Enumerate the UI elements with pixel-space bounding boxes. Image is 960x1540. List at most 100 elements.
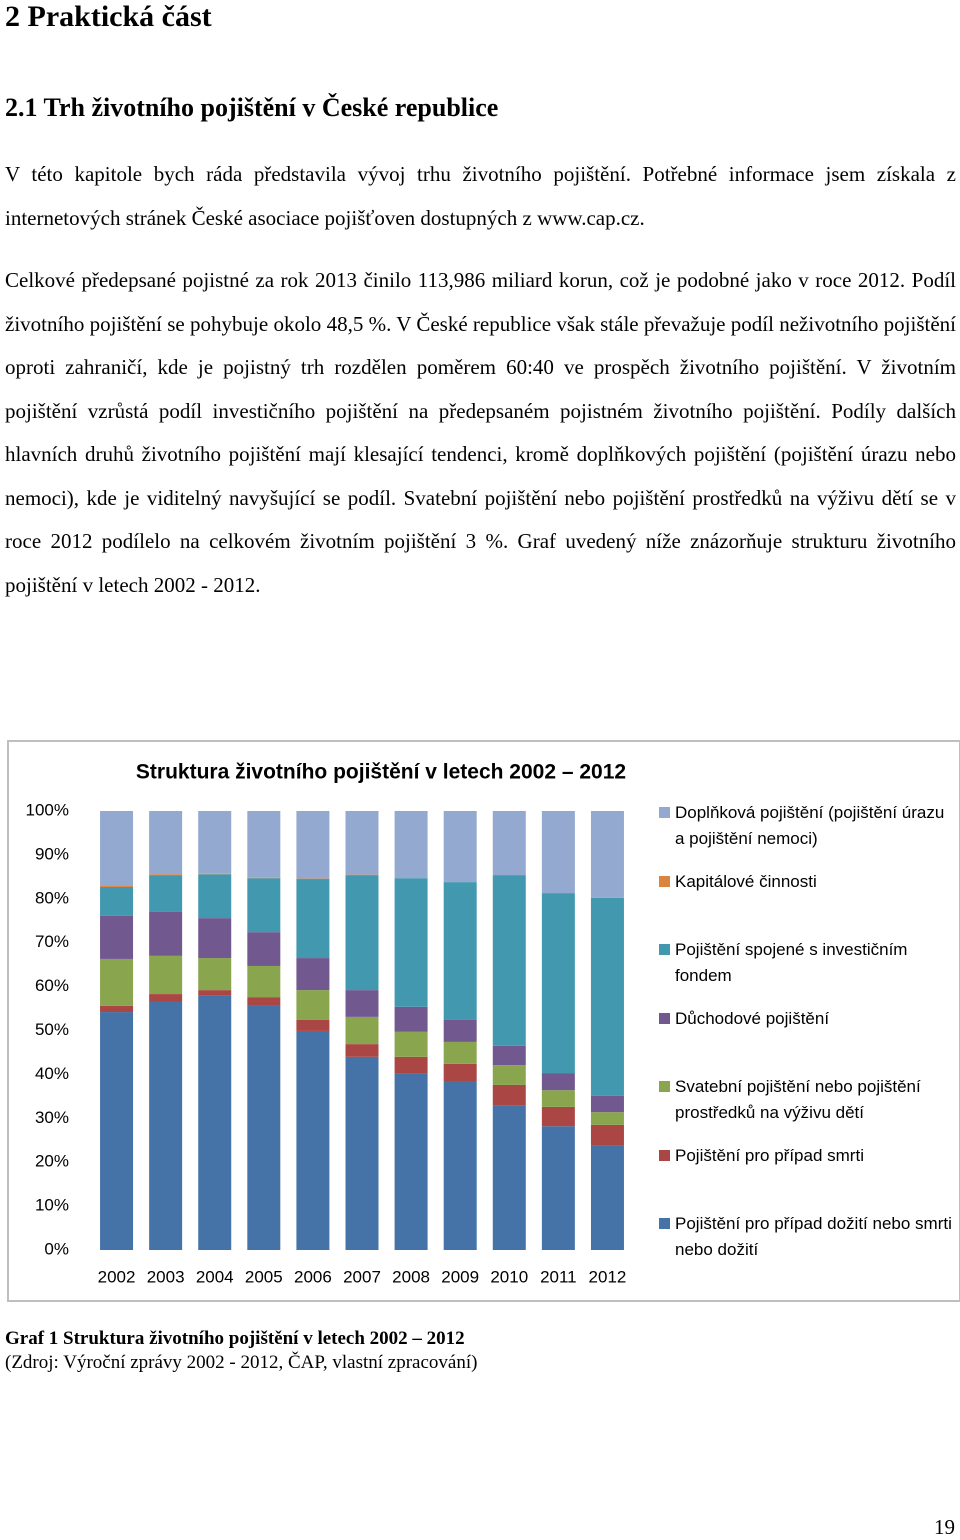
legend-swatch (659, 807, 670, 818)
bar-segment (149, 811, 182, 874)
caption-title: Graf 1 Struktura životního pojištění v l… (5, 1328, 465, 1350)
caption-source: (Zdroj: Výroční zprávy 2002 - 2012, ČAP,… (5, 1352, 477, 1374)
bar-segment (247, 997, 280, 1006)
bar-segment (444, 1020, 477, 1042)
bar-segment (346, 875, 379, 990)
bar-segment (247, 1006, 280, 1250)
bar-segment (493, 1085, 526, 1105)
legend-swatch (659, 1081, 670, 1092)
paragraph: Celkové předepsané pojistné za rok 2013 … (5, 259, 956, 607)
bar-segment (444, 1064, 477, 1081)
bar-segment (149, 1002, 182, 1250)
bar-segment (346, 1044, 379, 1057)
legend-swatch (659, 1150, 670, 1161)
bar-segment (100, 811, 133, 885)
bar-segment (296, 1031, 329, 1250)
bar-segment (395, 1073, 428, 1250)
bar-segment (542, 1126, 575, 1250)
bar-segment (346, 1057, 379, 1250)
bar-segment (247, 878, 280, 932)
bar-segment (296, 811, 329, 879)
bar-segment (493, 1065, 526, 1085)
bar-segment (296, 990, 329, 1020)
bar-segment (346, 990, 379, 1017)
bar-segment (198, 990, 231, 996)
bar-segment (591, 1125, 624, 1145)
bar-segment (591, 1145, 624, 1250)
legend-entry: Pojištění pro případ dožití nebo smrti n… (675, 1211, 955, 1263)
y-tick-label: 40% (35, 1064, 69, 1083)
bar-segment (296, 879, 329, 958)
bar-segment (149, 875, 182, 912)
legend-swatch (659, 944, 670, 955)
y-tick-label: 90% (35, 844, 69, 863)
bar-segment (395, 1057, 428, 1073)
bar-segment (444, 1042, 477, 1064)
y-tick-label: 30% (35, 1108, 69, 1127)
bar-segment (493, 811, 526, 875)
legend-swatch (659, 1013, 670, 1024)
bar-segment (149, 912, 182, 956)
bar-segment (100, 1006, 133, 1012)
y-tick-label: 70% (35, 932, 69, 951)
chart-frame: Struktura životního pojištění v letech 2… (7, 740, 960, 1302)
bar-segment (100, 1012, 133, 1250)
subheading: 2.1 Trh životního pojištění v České repu… (5, 93, 498, 123)
heading: 2 Praktická část (5, 0, 212, 34)
bar-segment (542, 1090, 575, 1107)
bar-segment (247, 932, 280, 966)
x-tick-label: 2005 (245, 1267, 283, 1286)
legend-entry: Kapitálové činnosti (675, 869, 955, 895)
bar-segment (247, 966, 280, 997)
bar-segment (395, 1007, 428, 1032)
bar-segment (493, 1046, 526, 1065)
y-tick-label: 20% (35, 1152, 69, 1171)
bar-segment (198, 811, 231, 874)
bar-segment (198, 996, 231, 1250)
y-tick-label: 100% (26, 800, 69, 819)
x-tick-label: 2003 (147, 1267, 185, 1286)
bar-segment (100, 887, 133, 916)
legend-entry: Pojištění spojené s investičním fondem (675, 937, 955, 989)
bar-segment (346, 811, 379, 875)
bar-segment (198, 918, 231, 958)
bar-segment (542, 1107, 575, 1126)
legend-entry: Důchodové pojištění (675, 1006, 955, 1032)
bar-segment (493, 1105, 526, 1250)
x-tick-label: 2008 (392, 1267, 430, 1286)
bar-segment (542, 811, 575, 893)
bar-segment (444, 882, 477, 1020)
bar-segment (591, 811, 624, 898)
y-tick-label: 80% (35, 888, 69, 907)
bar-segment (444, 1081, 477, 1250)
x-tick-label: 2002 (98, 1267, 136, 1286)
legend-entry: Pojištění pro případ smrti (675, 1143, 955, 1169)
bar-segment (591, 1096, 624, 1112)
bar-segment (493, 875, 526, 1046)
x-tick-label: 2006 (294, 1267, 332, 1286)
bar-segment (296, 958, 329, 990)
legend-swatch (659, 876, 670, 887)
bar-segment (346, 1017, 379, 1044)
page-number: 19 (934, 1515, 955, 1540)
bar-segment (591, 898, 624, 1096)
bar-segment (395, 811, 428, 878)
bar-segment (149, 874, 182, 875)
x-tick-label: 2011 (540, 1267, 577, 1286)
y-tick-label: 10% (35, 1196, 69, 1215)
legend-entry: Svatební pojištění nebo pojištění prostř… (675, 1074, 955, 1126)
bar-segment (296, 1020, 329, 1031)
bar-segment (247, 811, 280, 878)
bar-segment (591, 1112, 624, 1125)
legend-swatch (659, 1218, 670, 1229)
bar-segment (444, 811, 477, 882)
bar-segment (542, 1073, 575, 1090)
x-tick-label: 2012 (589, 1267, 627, 1286)
bar-segment (198, 874, 231, 918)
x-tick-label: 2007 (343, 1267, 381, 1286)
legend-entry: Doplňková pojištění (pojištění úrazu a p… (675, 800, 955, 852)
bar-segment (100, 916, 133, 959)
bar-segment (149, 994, 182, 1002)
bar-segment (149, 956, 182, 994)
